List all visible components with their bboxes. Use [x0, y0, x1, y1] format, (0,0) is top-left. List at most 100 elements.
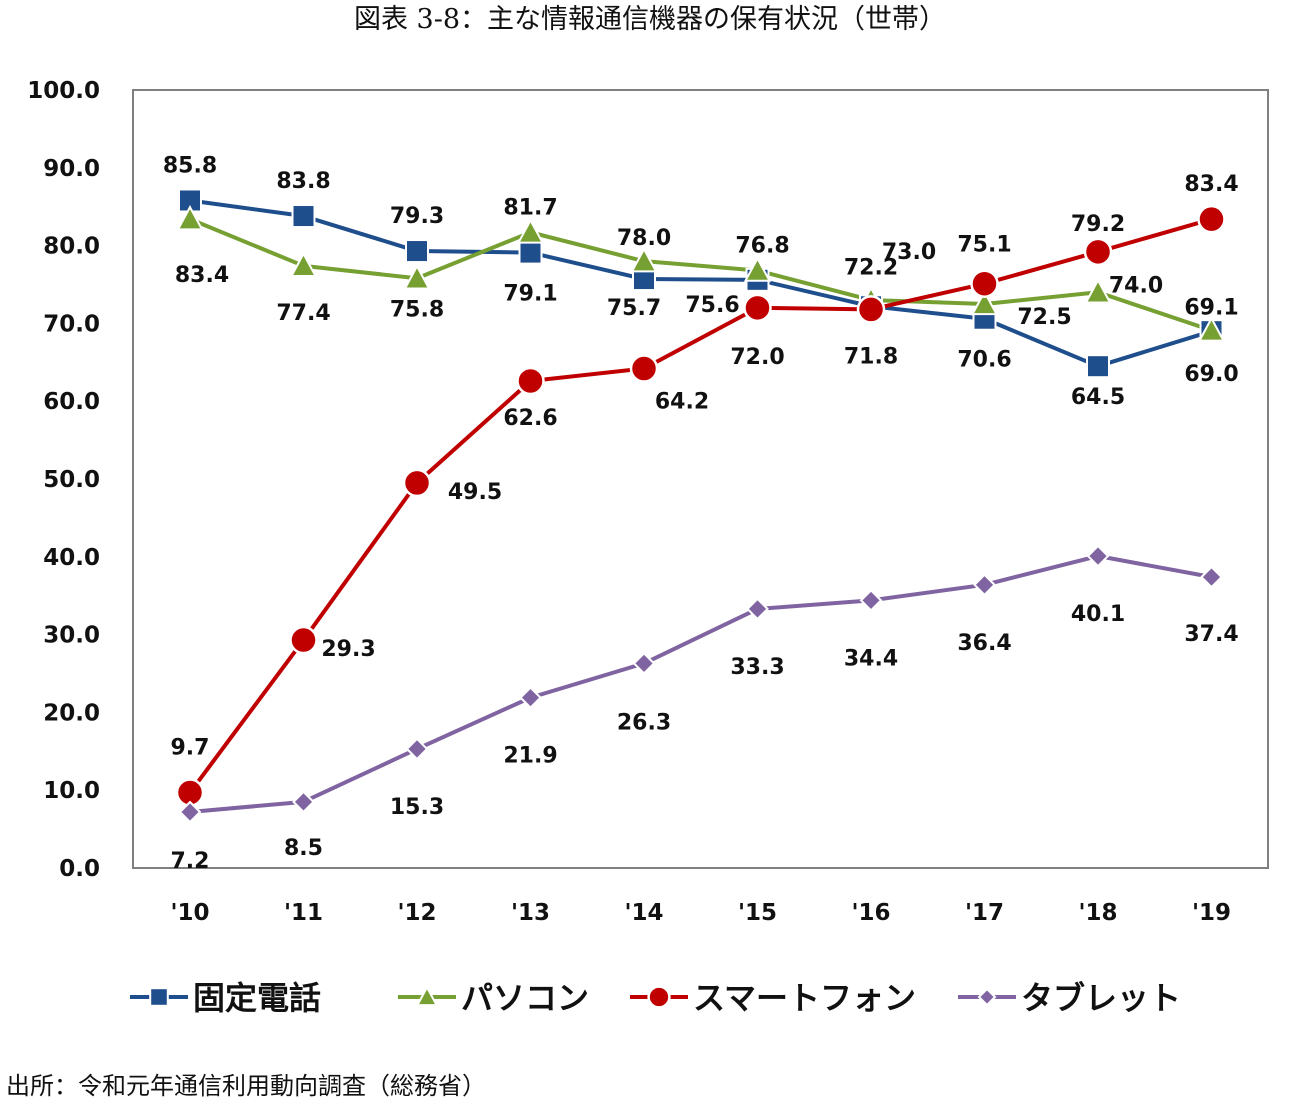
- legend-item: スマートフォン: [630, 979, 916, 1017]
- series-line: [188, 217, 1213, 794]
- data-point: [746, 597, 769, 621]
- data-point: [516, 366, 545, 396]
- data-label: 83.8: [276, 169, 330, 194]
- data-label: 29.3: [321, 637, 375, 662]
- legend-label: 固定電話: [193, 979, 321, 1017]
- x-tick-label: '14: [624, 900, 663, 926]
- data-point: [973, 573, 996, 597]
- x-tick-label: '19: [1192, 900, 1231, 926]
- y-tick-label: 90.0: [43, 156, 100, 182]
- data-point: [1084, 278, 1112, 304]
- legend-item: 固定電話: [130, 979, 321, 1017]
- data-label: 62.6: [503, 406, 557, 431]
- data-label: 74.0: [1109, 273, 1163, 298]
- data-point: [1197, 316, 1226, 342]
- data-label: 79.3: [390, 204, 444, 229]
- data-point: [743, 256, 772, 282]
- data-point: [970, 269, 999, 298]
- y-tick-label: 30.0: [43, 623, 100, 649]
- data-label: 79.2: [1071, 212, 1125, 237]
- data-label: 72.5: [1017, 305, 1071, 330]
- data-label: 73.0: [882, 240, 936, 265]
- y-tick-label: 70.0: [43, 311, 100, 337]
- y-tick-label: 80.0: [43, 234, 100, 260]
- data-point: [291, 204, 316, 229]
- data-point: [519, 686, 542, 710]
- line-chart: 0.0 10.0 20.0 30.0 40.0 50.0 60.0 70.0 80.0 90.0 1…: [27, 78, 1269, 1017]
- data-label: 8.5: [284, 836, 323, 861]
- data-label: 49.5: [448, 480, 502, 505]
- data-label: 71.8: [844, 344, 898, 369]
- data-label: 75.6: [685, 293, 739, 318]
- x-tick-label: '15: [738, 900, 777, 926]
- data-point: [178, 800, 202, 824]
- data-label: 77.4: [276, 301, 330, 326]
- series-line: [189, 198, 1213, 369]
- x-tick-label: '12: [397, 900, 436, 926]
- x-tick-label: '16: [851, 900, 890, 926]
- data-point: [647, 985, 671, 1009]
- data-label: 34.4: [844, 646, 898, 671]
- data-label: 75.8: [390, 297, 444, 322]
- data-label: 69.1: [1184, 295, 1238, 320]
- y-tick-label: 50.0: [43, 467, 100, 493]
- data-label: 72.0: [730, 345, 784, 370]
- legend: 固定電話 パソコン スマートフォン タブレット: [130, 979, 1181, 1017]
- legend-label: タブレット: [1021, 979, 1181, 1017]
- data-label: 78.0: [617, 226, 671, 251]
- data-label: 36.4: [957, 631, 1011, 656]
- data-point: [859, 588, 883, 612]
- data-point: [1086, 544, 1110, 568]
- data-label: 79.1: [503, 282, 557, 307]
- data-label: 33.3: [730, 655, 784, 680]
- y-tick-label: 40.0: [43, 545, 100, 571]
- data-point: [970, 289, 999, 316]
- data-point: [629, 354, 659, 383]
- data-point: [176, 205, 204, 231]
- data-label: 83.4: [175, 263, 229, 288]
- data-point: [402, 468, 432, 498]
- data-label: 15.3: [390, 795, 444, 820]
- y-tick-label: 0.0: [59, 856, 100, 882]
- data-label: 26.3: [617, 710, 671, 735]
- data-point: [405, 239, 429, 264]
- data-label: 76.8: [735, 233, 789, 258]
- data-point: [1200, 565, 1223, 589]
- data-point: [516, 218, 545, 244]
- data-label: 7.2: [171, 849, 210, 874]
- series-lines: [188, 198, 1213, 814]
- data-point: [289, 625, 318, 655]
- x-tick-label: '18: [1078, 900, 1117, 926]
- data-label: 64.2: [655, 390, 709, 415]
- data-point: [518, 240, 543, 265]
- y-tick-label: 100.0: [27, 78, 100, 104]
- data-point: [630, 247, 658, 273]
- data-label: 37.4: [1184, 622, 1238, 647]
- y-tick-label: 60.0: [43, 389, 100, 415]
- x-tick-label: '10: [170, 900, 209, 926]
- data-label: 70.6: [957, 348, 1011, 373]
- data-label: 83.4: [1184, 172, 1238, 197]
- data-label: 85.8: [163, 153, 217, 178]
- data-label: 40.1: [1071, 602, 1125, 627]
- source-note: 出所：令和元年通信利用動向調査（総務省）: [6, 1072, 486, 1100]
- x-tick-label: '17: [965, 900, 1004, 926]
- series-line: [189, 554, 1212, 814]
- data-point: [856, 295, 886, 324]
- data-label: 69.0: [1184, 362, 1238, 387]
- data-label: 72.2: [844, 255, 898, 280]
- data-point: [292, 790, 315, 814]
- data-point: [403, 264, 431, 290]
- plot-area: [132, 89, 1269, 869]
- data-point: [415, 985, 439, 1007]
- data-point: [1086, 354, 1110, 379]
- data-label: 21.9: [503, 744, 557, 769]
- x-tick-label: '13: [511, 900, 550, 926]
- legend-item: タブレット: [958, 979, 1181, 1017]
- data-point: [1197, 204, 1226, 234]
- data-label: 9.7: [171, 736, 210, 761]
- legend-label: スマートフォン: [693, 979, 916, 1017]
- chart-title: 図表 3-8：主な情報通信機器の保有状況（世帯）: [353, 4, 947, 35]
- legend-item: パソコン: [398, 979, 589, 1017]
- data-point: [632, 651, 656, 675]
